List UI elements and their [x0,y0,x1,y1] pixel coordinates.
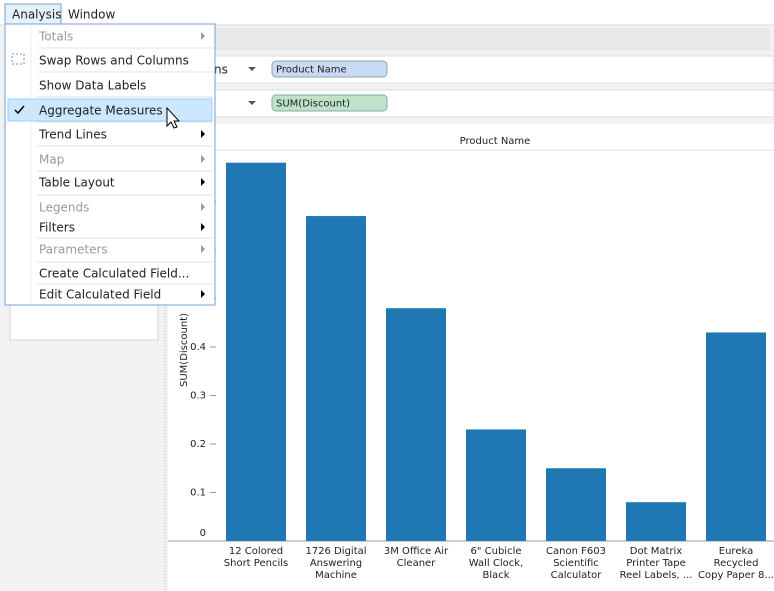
submenu-arrow [201,223,205,231]
menu-item[interactable]: Filters [39,221,75,235]
x-tick-label: Printer Tape [626,558,686,569]
x-tick-label: Black [482,570,509,581]
bar [386,308,446,541]
x-tick-label: Recycled [714,558,759,569]
x-tick-label: Wall Clock, [469,558,523,569]
submenu-arrow [201,203,205,211]
menu-item[interactable]: Edit Calculated Field [39,288,161,302]
toolbar-strip [165,28,770,50]
menu-item[interactable]: Show Data Labels [39,79,146,93]
x-tick-label: Machine [315,570,357,581]
submenu-arrow [201,32,205,40]
menu-bar-item[interactable]: Analysis [12,8,61,22]
menu-item[interactable]: Table Layout [38,176,115,190]
x-tick-label: Reel Labels, ... [620,570,693,581]
x-tick-label: 1726 Digital [305,546,366,557]
x-tick-label: Short Pencils [224,558,288,569]
bar [546,468,606,541]
shelf-pill-label: Product Name [276,65,347,76]
bar [226,162,286,541]
menu-item[interactable]: Create Calculated Field... [39,267,189,281]
x-tick-label: Calculator [551,570,603,581]
menu-item: Parameters [39,243,108,257]
submenu-arrow [201,290,205,298]
shelf-pill[interactable] [271,60,388,78]
x-tick-label: 3M Office Air [384,546,449,557]
bar [306,216,366,542]
x-tick-label: Copy Paper 8... [698,570,774,581]
swap-icon [11,53,25,65]
x-axis-title: Product Name [460,136,531,147]
menu-item[interactable]: Swap Rows and Columns [39,54,189,68]
y-tick-label: 0.1 [190,488,206,499]
submenu-arrow [201,178,205,186]
columns-shelf [167,55,774,84]
shelf-label: ns [214,63,228,77]
dropdown-menu: Totals Swap Rows and Columns Show Data Lab… [4,23,216,306]
menu-highlight [7,98,213,122]
x-tick-label: Canon F603 [546,546,606,557]
menu-item: Legends [39,201,89,215]
x-tick-label: Eureka [719,546,753,557]
submenu-arrow [201,155,205,163]
shelf-pill[interactable] [271,94,388,112]
menu-item[interactable]: Aggregate Measures [39,104,163,118]
x-tick-label: Dot Matrix [630,546,682,557]
shelf-pill-label: SUM(Discount) [276,99,350,110]
y-tick-label: 0.3 [190,391,206,402]
shelf-pills: Product Name SUM(Discount) [271,60,388,112]
menu-bar-item[interactable]: Window [68,8,116,22]
y-tick-label: 0.2 [190,439,206,450]
rows-shelf [167,89,774,118]
menu-item: Totals [38,30,73,44]
check-mark [14,105,25,115]
submenu-arrow [201,245,205,253]
menu-panel [4,23,216,306]
submenu-arrow [201,130,205,138]
bar [706,332,766,541]
menu-bar [0,0,774,25]
bar [466,429,526,541]
menu-item: Map [39,153,64,167]
y-tick-label: 0 [200,528,206,539]
y-tick-label: 0.4 [190,342,206,353]
x-tick-label: Cleaner [397,558,437,569]
y-axis-title: SUM(Discount) [179,313,190,387]
x-tick-label: 12 Colored [229,546,283,557]
x-tick-label: Scientific [553,558,599,569]
dropdown-arrow[interactable] [248,67,256,71]
menu-item[interactable]: Trend Lines [38,128,107,142]
bar [626,502,686,541]
mouse-cursor [166,106,181,129]
dropdown-arrow[interactable] [248,101,256,105]
x-tick-label: Answering [310,558,362,569]
x-tick-label: 6" Cubicle [470,546,521,557]
